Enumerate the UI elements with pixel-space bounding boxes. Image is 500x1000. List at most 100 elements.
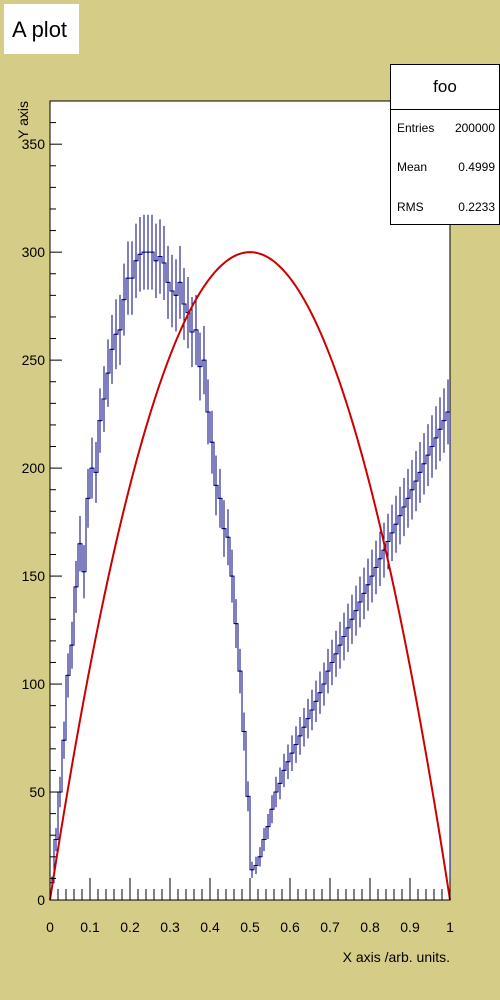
histogram-bin <box>446 379 450 445</box>
histogram-bin <box>134 223 138 298</box>
y-axis-label: Y axis <box>15 101 31 139</box>
y-tick-label: 50 <box>29 784 45 800</box>
y-tick-label: 150 <box>22 568 46 584</box>
histogram-bin <box>402 477 406 537</box>
histogram-bin <box>322 662 326 706</box>
x-tick-label: 0.1 <box>80 919 100 935</box>
x-tick-label: 0.4 <box>200 919 220 935</box>
plot-title: A plot <box>12 17 68 42</box>
stats-separator <box>391 109 499 110</box>
histogram-bin <box>342 612 346 661</box>
histogram-bin <box>250 861 254 878</box>
histogram-bin <box>66 653 70 698</box>
plot-frame <box>49 100 451 901</box>
stats-entries-label: Entries <box>397 121 435 135</box>
histogram-bin <box>114 299 118 370</box>
histogram-bin <box>94 442 98 503</box>
histogram-bin <box>122 263 126 336</box>
histogram-bin <box>70 621 74 669</box>
histogram-bin <box>258 847 262 867</box>
x-tick-label: 1 <box>446 919 454 935</box>
histogram-bin <box>254 856 258 875</box>
histogram-bin <box>270 795 274 824</box>
histogram-bin <box>174 259 178 332</box>
stats-rms-label: RMS <box>397 200 424 214</box>
histogram-bin <box>374 540 378 595</box>
histogram-bin <box>198 332 202 401</box>
histogram-bin <box>390 504 394 562</box>
histogram-bin <box>346 603 350 653</box>
histogram-bin <box>266 813 270 840</box>
y-tick-label: 250 <box>22 352 46 368</box>
histogram-bin <box>126 241 130 315</box>
histogram-bin <box>194 294 198 365</box>
histogram-bin <box>318 671 322 714</box>
y-tick-label: 300 <box>22 244 46 260</box>
x-tick-label: 0.6 <box>280 919 300 935</box>
histogram-bin <box>438 397 442 462</box>
histogram-bin <box>414 450 418 512</box>
stats-entries-row: Entries 200000 <box>397 121 495 137</box>
histogram-bin <box>158 219 162 294</box>
histogram-bin <box>434 406 438 470</box>
x-axis-label: X axis /arb. units. <box>343 949 450 965</box>
histogram-bin <box>86 468 90 528</box>
histogram-bin <box>350 594 354 644</box>
histogram-bin <box>278 767 282 800</box>
y-tick-label: 0 <box>37 892 45 908</box>
histogram-bin <box>210 410 214 474</box>
histogram-bin <box>142 214 146 290</box>
histogram-bin <box>78 515 82 572</box>
histogram-bin <box>358 576 362 628</box>
histogram-bin <box>82 545 86 599</box>
y-tick-label: 200 <box>22 460 46 476</box>
histogram-bin <box>398 486 402 545</box>
histogram-bin <box>262 828 266 851</box>
histogram-bin <box>110 314 114 384</box>
stats-rms-row: RMS 0.2233 <box>397 200 495 216</box>
y-tick-label: 350 <box>22 136 46 152</box>
histogram-bin <box>106 339 110 407</box>
histogram-bin <box>286 744 290 780</box>
histogram-bin <box>178 245 182 319</box>
histogram-bin <box>294 726 298 763</box>
histogram-bin <box>246 781 250 812</box>
histogram-bin <box>54 828 58 851</box>
histogram-bin <box>274 776 278 808</box>
histogram-bin <box>426 424 430 487</box>
histogram-bin <box>206 379 210 445</box>
histogram-bin <box>222 500 226 557</box>
plot-title-box: A plot <box>4 4 79 54</box>
histogram-bin <box>130 241 134 315</box>
histogram-bin <box>362 567 366 620</box>
histogram-bin <box>218 468 222 528</box>
histogram-bin <box>166 245 170 319</box>
stats-mean-label: Mean <box>397 160 428 174</box>
histogram-bin <box>146 214 150 290</box>
histogram-bin <box>242 712 246 751</box>
stats-mean-value: 0.4999 <box>458 160 495 174</box>
stats-rms-value: 0.2233 <box>458 200 495 214</box>
error-bar-layer <box>50 214 450 889</box>
histogram-bin <box>422 433 426 495</box>
stats-box: foo Entries 200000 Mean 0.4999 RMS 0.223… <box>390 64 500 225</box>
stats-histogram-name: foo <box>433 77 457 96</box>
histogram-bin <box>202 325 206 395</box>
histogram-bin <box>90 437 94 499</box>
histogram-bin <box>282 753 286 788</box>
histogram-bin <box>334 630 338 677</box>
x-tick-label: 0 <box>46 919 54 935</box>
histogram-bin <box>370 549 374 603</box>
x-tick-label: 0.8 <box>360 919 380 935</box>
histogram-bin <box>234 599 238 649</box>
histogram-bin <box>298 717 302 755</box>
histogram-bin <box>214 455 218 516</box>
histogram-bin <box>170 254 174 328</box>
histogram-bin <box>338 621 342 669</box>
histogram-bin <box>182 268 186 340</box>
fit-curve <box>49 251 451 901</box>
histogram-bin <box>430 415 434 478</box>
histogram-bin <box>62 721 66 759</box>
histogram-bin <box>310 689 314 731</box>
